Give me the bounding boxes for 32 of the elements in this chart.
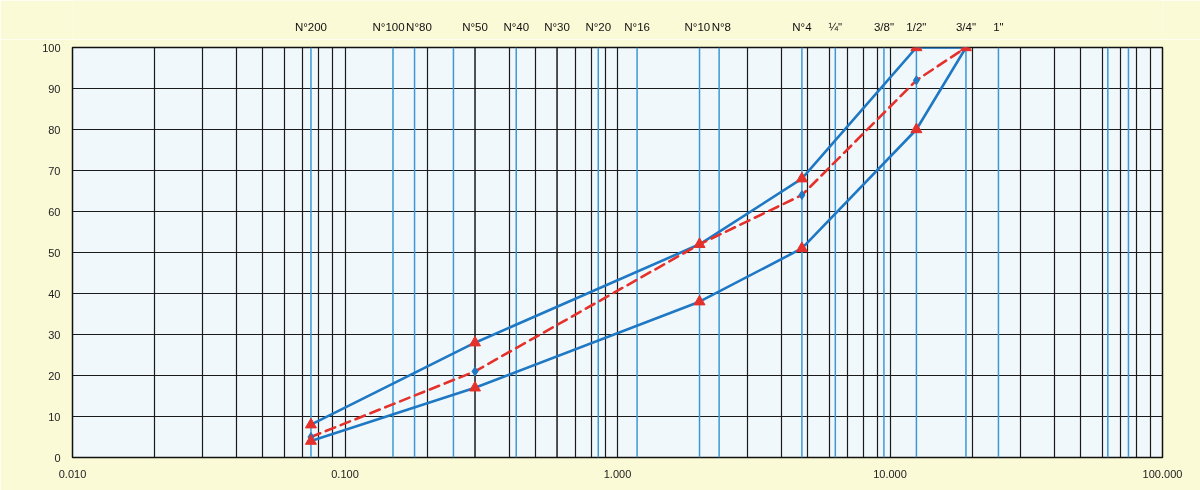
- ref-line-label: N°10: [684, 20, 711, 33]
- ref-line-label: N°40: [503, 20, 530, 33]
- ref-line-label: ¼": [828, 20, 843, 33]
- y-tick-label: 40: [48, 287, 61, 300]
- annotation: 3/8": [873, 20, 894, 33]
- ref-line-label: N°200: [294, 20, 327, 33]
- y-tick-label: 70: [48, 164, 61, 177]
- ref-line-label: N°80: [406, 20, 432, 33]
- ref-line-label: N°8: [711, 20, 731, 33]
- y-tick-label: 100: [42, 41, 61, 54]
- annotation: 3/4": [955, 20, 976, 33]
- ref-line-label: N°50: [462, 20, 488, 33]
- x-tick-label: 10.000: [873, 467, 907, 480]
- x-tick-label: 100.000: [1142, 467, 1183, 480]
- ref-line-label: N°100: [372, 20, 405, 33]
- y-tick-label: 50: [48, 246, 61, 259]
- annotation: 1": [993, 20, 1004, 33]
- ref-line-label: N°20: [585, 20, 612, 33]
- x-tick-label: 0.100: [331, 467, 359, 480]
- x-tick-label: 1.000: [603, 467, 632, 480]
- y-tick-label: 90: [48, 82, 61, 95]
- y-tick-label: 10: [48, 410, 61, 423]
- y-tick-label: 60: [48, 205, 61, 218]
- y-tick-label: 0: [54, 451, 61, 464]
- y-tick-label: 30: [48, 328, 61, 341]
- ref-line-label: N°30: [544, 20, 570, 33]
- annotation: 1/2": [906, 20, 927, 33]
- y-tick-label: 20: [48, 369, 61, 382]
- y-tick-label: 80: [48, 123, 61, 136]
- x-tick-label: 0.010: [58, 467, 87, 480]
- ref-line-label: N°4: [792, 20, 813, 33]
- ref-line-label: N°16: [624, 20, 650, 33]
